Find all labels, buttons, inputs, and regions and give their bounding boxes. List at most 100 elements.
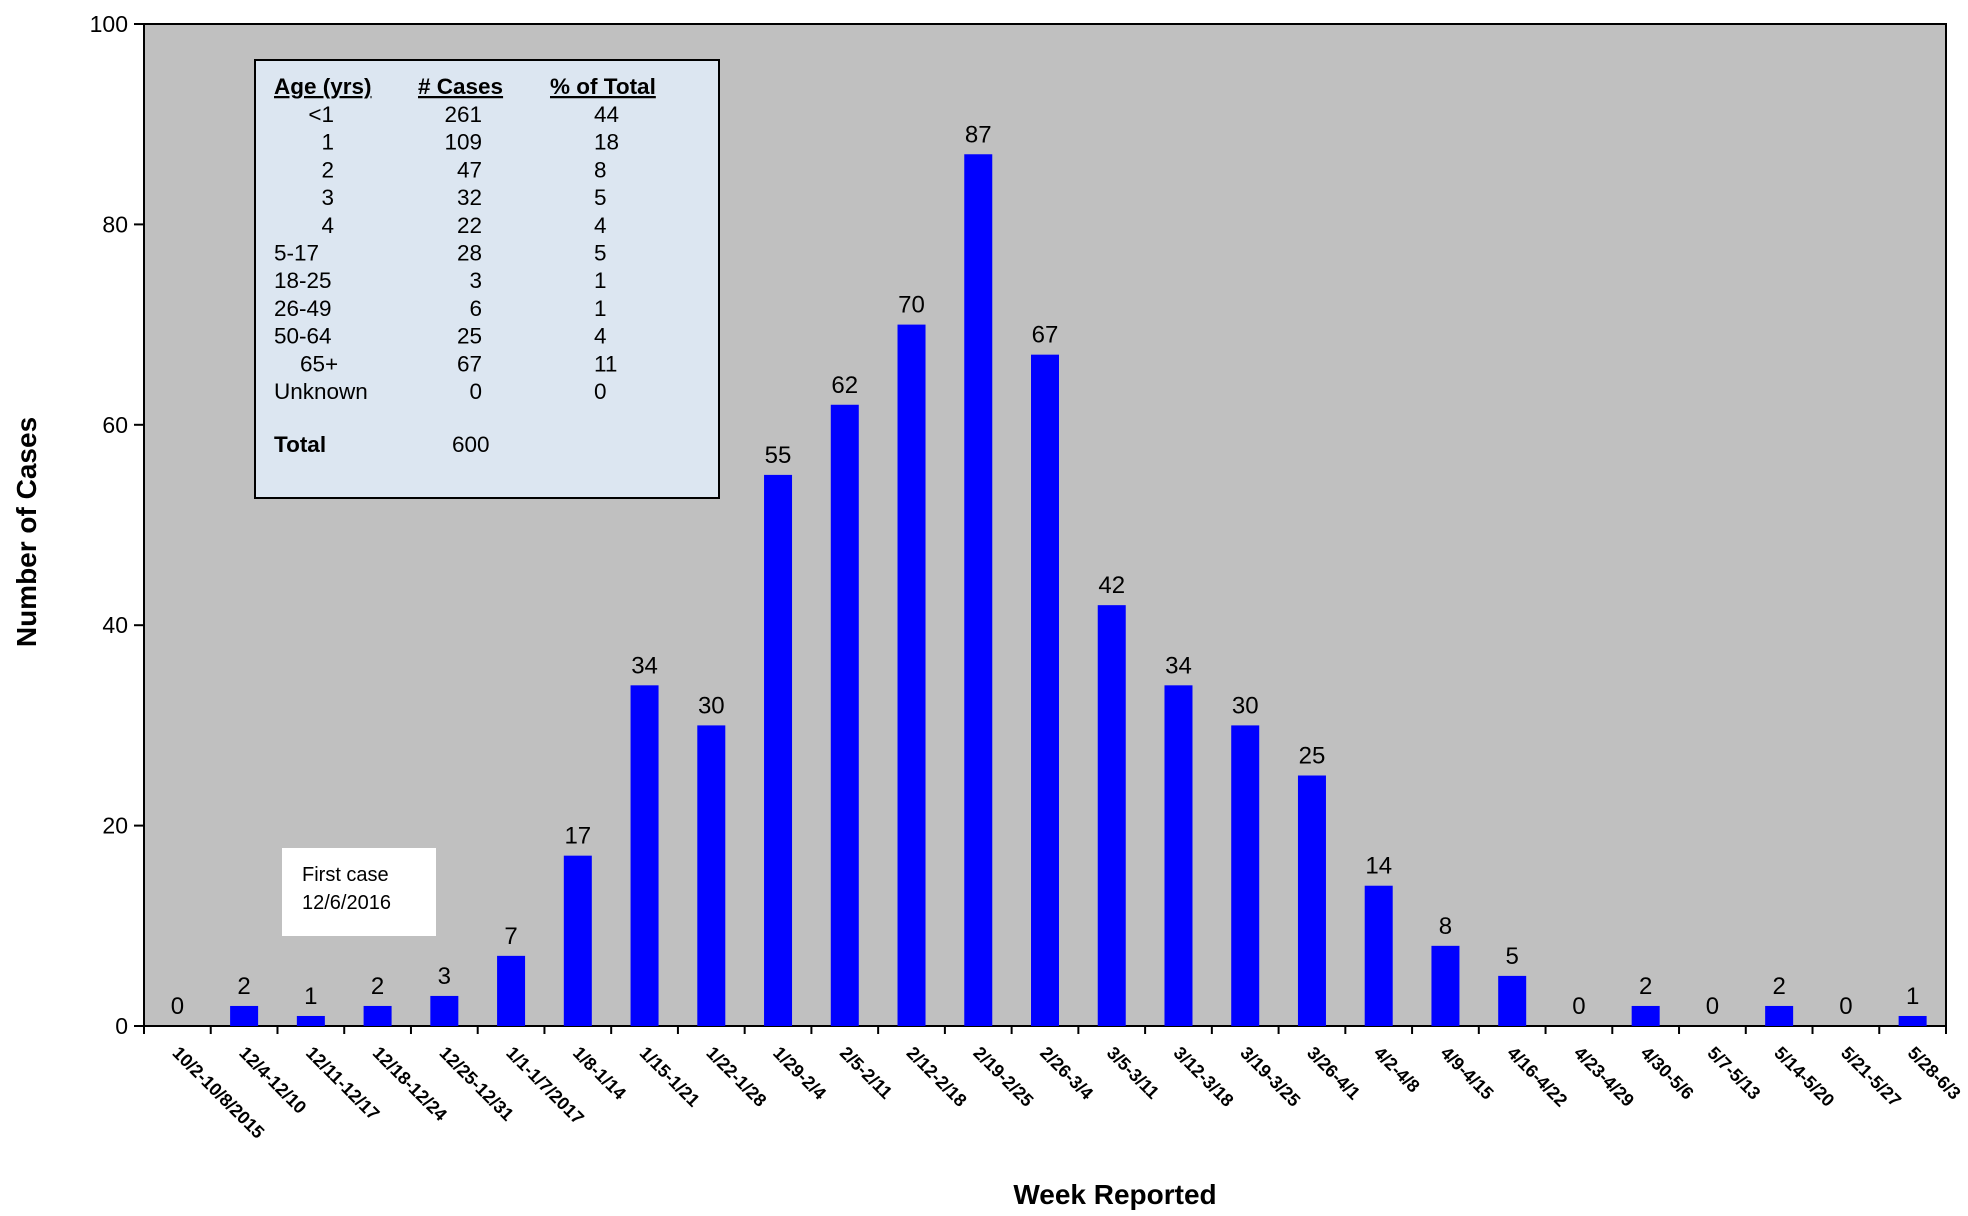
bar <box>1765 1005 1794 1026</box>
x-tick-label: 3/19-3/25 <box>1236 1043 1304 1111</box>
y-axis: 0 20 40 60 80 100 <box>90 11 144 1039</box>
bar <box>1431 945 1460 1026</box>
x-tick-label: 5/7-5/13 <box>1704 1043 1765 1104</box>
x-tick-label: 1/15-1/21 <box>636 1043 704 1111</box>
bar-value-label: 17 <box>564 823 591 850</box>
bar-value-label: 2 <box>371 973 384 1000</box>
age-table-cell-cases: 47 <box>457 157 482 182</box>
age-table-cell-cases: 0 <box>469 379 482 404</box>
age-table-header: # Cases <box>418 74 503 99</box>
y-tick-label: 0 <box>115 1013 128 1039</box>
x-tick-label: 5/28-6/3 <box>1904 1043 1965 1104</box>
bar-value-label: 0 <box>171 993 184 1020</box>
bar-value-label: 2 <box>1772 973 1785 1000</box>
age-table-box <box>254 59 720 499</box>
bar-value-label: 55 <box>765 442 792 469</box>
y-tick-label: 60 <box>102 412 128 438</box>
age-table-cell-age: 50-64 <box>274 324 332 349</box>
age-table-cell-cases: 22 <box>457 213 482 238</box>
age-table-cell-cases: 261 <box>444 102 482 127</box>
bar-value-label: 30 <box>1232 692 1259 719</box>
age-table-cell-age: 26-49 <box>274 296 332 321</box>
y-tick-label: 100 <box>90 11 128 37</box>
x-tick-label: 2/5-2/11 <box>836 1043 896 1103</box>
age-table-rows: Age (yrs) # Cases% of Total<1 261 441 109 182… <box>274 74 656 457</box>
annotation-box <box>282 848 436 936</box>
bar <box>230 1005 259 1026</box>
age-table-header: Age (yrs) <box>274 74 372 99</box>
age-table-cell-age: Unknown <box>274 379 368 404</box>
age-table-cell-age: 4 <box>321 213 334 238</box>
x-tick-label: 2/19-2/25 <box>969 1043 1037 1111</box>
bar <box>830 404 859 1026</box>
age-table-cell-cases: 3 <box>469 268 482 293</box>
bar <box>764 474 793 1026</box>
x-tick-label: 4/30-5/6 <box>1637 1043 1698 1104</box>
bar-value-label: 5 <box>1506 943 1519 970</box>
age-table-cell-pct: 1 <box>594 296 607 321</box>
age-table-cell-age: 5-17 <box>274 241 319 266</box>
x-axis-title: Week Reported <box>1013 1179 1216 1210</box>
age-table-cell-pct: 0 <box>594 379 607 404</box>
bar <box>897 324 926 1027</box>
bar-value-label: 0 <box>1572 993 1585 1020</box>
bar-value-label: 34 <box>1165 652 1192 679</box>
bar-value-label: 0 <box>1706 993 1719 1020</box>
bar <box>697 725 726 1026</box>
age-table-total-value: 600 <box>452 432 490 457</box>
age-table-cell-pct: 1 <box>594 268 607 293</box>
bars <box>230 154 1927 1027</box>
x-tick-label: 1/22-1/28 <box>702 1043 770 1111</box>
age-table-cell-pct: 5 <box>594 241 607 266</box>
age-table-cell-cases: 6 <box>469 296 482 321</box>
bar <box>1031 354 1059 1026</box>
age-table-cell-cases: 32 <box>457 185 482 210</box>
bar-value-label: 25 <box>1299 743 1326 770</box>
annotation-line-2: 12/6/2016 <box>302 892 391 914</box>
bar <box>363 1005 392 1026</box>
bar-value-label: 2 <box>237 973 250 1000</box>
bar-value-label: 87 <box>965 121 992 148</box>
bar-value-label: 0 <box>1839 993 1852 1020</box>
x-tick-label: 5/14-5/20 <box>1770 1043 1838 1111</box>
bar <box>630 685 659 1026</box>
y-tick-label: 40 <box>102 612 128 638</box>
age-table-cell-pct: 44 <box>594 102 619 127</box>
x-tick-label: 4/9-4/15 <box>1437 1043 1498 1104</box>
age-table-cell-cases: 109 <box>444 130 482 155</box>
bar-value-label: 7 <box>504 923 517 950</box>
age-table-cell-pct: 5 <box>594 185 607 210</box>
bar <box>1498 975 1527 1026</box>
bar-value-label: 2 <box>1639 973 1652 1000</box>
x-tick-label: 3/26-4/1 <box>1303 1043 1364 1104</box>
age-table-cell-cases: 67 <box>457 351 482 376</box>
y-tick-label: 20 <box>102 813 128 839</box>
first-case-annotation: First case 12/6/2016 <box>282 848 436 936</box>
age-table-cell-age: 65+ <box>300 351 338 376</box>
age-table-cell-pct: 18 <box>594 130 619 155</box>
bar-value-label: 1 <box>304 983 317 1010</box>
x-axis: 10/2-10/8/201512/4-12/1012/11-12/1712/18… <box>143 1026 1965 1142</box>
y-axis-title: Number of Cases <box>11 417 42 647</box>
bar <box>1164 685 1193 1026</box>
age-table-cell-age: 18-25 <box>274 268 332 293</box>
age-table-cell-pct: 4 <box>594 213 607 238</box>
bar <box>563 855 592 1026</box>
bar-value-label: 30 <box>698 692 725 719</box>
x-tick-label: 1/8-1/14 <box>569 1043 630 1104</box>
bar <box>1297 775 1326 1026</box>
age-table-cell-pct: 8 <box>594 157 607 182</box>
bar <box>1631 1005 1660 1026</box>
bar <box>1231 725 1260 1026</box>
bar-value-label: 67 <box>1032 322 1059 349</box>
bar-value-label: 62 <box>831 372 858 399</box>
bar <box>1898 1015 1927 1026</box>
x-tick-label: 1/29-2/4 <box>769 1043 830 1104</box>
x-tick-label: 5/21-5/27 <box>1837 1043 1905 1111</box>
age-table-cell-pct: 11 <box>594 351 617 376</box>
age-table-cell-age: <1 <box>308 102 334 127</box>
annotation-line-1: First case <box>302 864 389 886</box>
